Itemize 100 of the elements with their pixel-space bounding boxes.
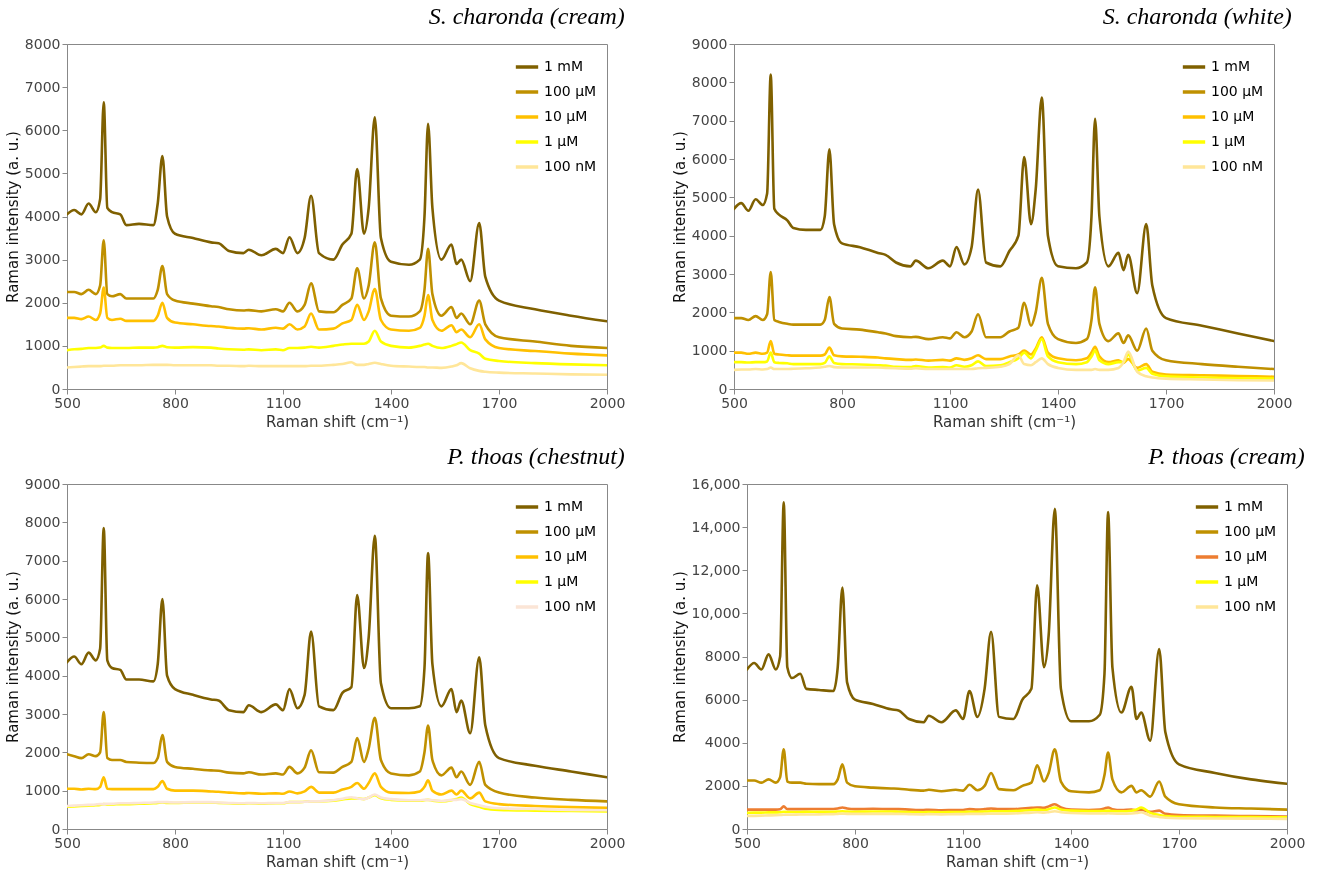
x-tick-label: 2000 [589,834,626,851]
legend-label: 1 mM [1224,498,1264,514]
x-axis-title: Raman shift (cm⁻¹) [265,852,410,871]
x-tick-label: 1100 [945,834,982,851]
legend-label: 1 μM [544,573,579,589]
line-series [747,810,1287,821]
y-tick-label: 0 [51,380,61,397]
legend-label: 1 μM [1224,573,1259,589]
x-tick-label: 1700 [481,834,518,851]
x-axis-title: Raman shift (cm⁻¹) [932,412,1077,431]
line-series [734,350,1274,382]
y-axis-title: Raman intensity (a. u.) [3,131,22,303]
line-series [67,329,607,367]
x-tick-label: 1100 [265,834,302,851]
y-tick-label: 4000 [704,734,741,751]
line-series [734,73,1274,343]
y-tick-label: 3000 [24,251,61,268]
y-tick-label: 5000 [24,628,61,645]
y-tick-label: 6000 [24,121,61,138]
x-tick-label: 2000 [1269,834,1306,851]
y-tick-label: 0 [51,820,61,837]
y-tick-label: 6000 [24,590,61,607]
legend-label: 10 μM [544,108,588,124]
legend-label: 100 nM [1224,598,1277,614]
y-tick-label: 3000 [24,705,61,722]
chart-title: S. charonda (white) [1102,3,1292,29]
y-axis-title: Raman intensity (a. u.) [670,131,689,303]
x-tick-label: 1400 [1053,834,1090,851]
x-tick-label: 1400 [1040,394,1077,411]
x-tick-label: 1700 [1148,394,1185,411]
y-tick-label: 10,000 [691,604,741,621]
y-tick-label: 0 [718,380,728,397]
y-tick-label: 8000 [704,648,741,664]
legend-label: 1 μM [544,133,579,149]
y-tick-label: 2000 [691,303,728,320]
y-tick-label: 6000 [704,691,741,708]
y-tick-label: 16,000 [691,475,741,492]
x-axis-title: Raman shift (cm⁻¹) [265,412,410,431]
x-tick-label: 800 [162,834,189,851]
line-series [747,806,1287,819]
line-series [734,270,1274,371]
y-axis-title: Raman intensity (a. u.) [670,571,689,743]
y-tick-label: 1000 [24,782,61,799]
legend-label: 100 nM [544,158,597,174]
y-tick-label: 14,000 [691,518,741,535]
y-tick-label: 2000 [24,743,61,760]
y-tick-label: 2000 [704,777,741,794]
x-tick-label: 2000 [1256,394,1293,411]
y-tick-label: 1000 [24,337,61,354]
x-tick-label: 500 [721,394,748,411]
legend-label: 100 μM [1224,523,1277,539]
legend-label: 10 μM [1224,548,1268,564]
y-axis-title: Raman intensity (a. u.) [3,571,22,743]
y-tick-label: 8000 [691,73,728,90]
x-tick-label: 2000 [589,394,626,411]
line-series [67,286,607,357]
y-tick-label: 0 [731,820,741,837]
legend-label: 1 mM [544,498,584,514]
line-series [747,747,1287,811]
line-series [67,772,607,810]
line-series [67,360,607,377]
line-series [67,710,607,803]
y-tick-label: 5000 [691,188,728,205]
y-tick-label: 8000 [24,513,61,530]
line-series [67,526,607,779]
y-tick-label: 4000 [24,667,61,684]
line-series [67,100,607,323]
x-tick-label: 800 [162,394,189,411]
legend-label: 100 nM [1211,158,1264,174]
chart-title: P. thoas (chestnut) [446,443,625,469]
y-tick-label: 1000 [691,342,728,359]
legend-label: 100 μM [1211,83,1264,99]
legend-label: 1 μM [1211,133,1246,149]
y-tick-label: 12,000 [691,561,741,578]
x-tick-label: 1400 [373,834,410,851]
chart-title: S. charonda (cream) [428,3,625,29]
y-tick-label: 4000 [691,227,728,244]
legend-label: 100 μM [544,523,597,539]
x-tick-label: 1700 [1161,834,1198,851]
y-tick-label: 7000 [24,78,61,95]
x-tick-label: 800 [842,834,869,851]
x-tick-label: 1100 [932,394,969,411]
x-tick-label: 800 [829,394,856,411]
x-axis-title: Raman shift (cm⁻¹) [945,852,1090,871]
y-tick-label: 6000 [691,150,728,167]
y-tick-label: 9000 [24,475,61,492]
x-tick-label: 1700 [481,394,518,411]
legend-label: 10 μM [544,548,588,564]
legend-label: 100 μM [544,83,597,99]
chart-title: P. thoas (cream) [1147,443,1305,469]
y-tick-label: 3000 [691,265,728,282]
y-tick-label: 5000 [24,164,61,181]
legend-label: 10 μM [1211,108,1255,124]
legend-label: 100 nM [544,598,597,614]
x-tick-label: 500 [54,394,81,411]
y-tick-label: 9000 [691,35,728,52]
legend-label: 1 mM [544,58,584,74]
x-tick-label: 1100 [265,394,302,411]
legend-label: 1 mM [1211,58,1251,74]
y-tick-label: 8000 [24,35,61,52]
